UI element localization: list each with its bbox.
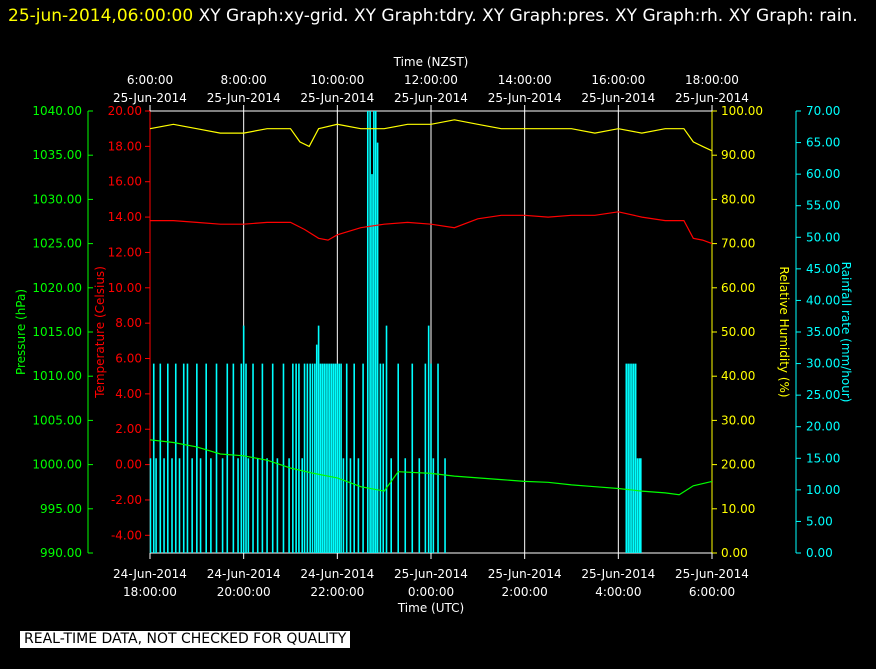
humidity-tick-label: 30.00 [721, 413, 755, 427]
rain-tick-label: 30.00 [806, 357, 840, 371]
bottom-tick-time: 4:00:00 [595, 585, 641, 599]
pressure-tick-label: 1025.00 [32, 237, 82, 251]
rain-tick-label: 0.00 [806, 546, 833, 560]
humidity-tick-label: 60.00 [721, 281, 755, 295]
temperature-tick-label: 10.00 [108, 281, 142, 295]
top-tick-date: 25-Jun-2014 [207, 91, 281, 105]
rain-tick-label: 70.00 [806, 104, 840, 118]
temperature-tick-label: 16.00 [108, 175, 142, 189]
pressure-tick-label: 1020.00 [32, 281, 82, 295]
rain-tick-label: 15.00 [806, 451, 840, 465]
rain-tick-label: 55.00 [806, 199, 840, 213]
bottom-axis-title: Time (UTC) [397, 601, 464, 615]
rain-axis-label: Rainfall rate (mm/hour) [839, 262, 853, 403]
quality-notice: REAL-TIME DATA, NOT CHECKED FOR QUALITY [20, 631, 351, 648]
humidity-tick-label: 70.00 [721, 237, 755, 251]
top-tick-time: 18:00:00 [685, 73, 739, 87]
humidity-tick-label: 100.00 [721, 104, 763, 118]
temperature-tick-label: 8.00 [115, 316, 142, 330]
bottom-tick-date: 25-Jun-2014 [581, 567, 655, 581]
temperature-tick-label: 4.00 [115, 387, 142, 401]
temperature-tick-label: 18.00 [108, 139, 142, 153]
rain-tick-label: 10.00 [806, 483, 840, 497]
humidity-tick-label: 50.00 [721, 325, 755, 339]
bottom-tick-date: 25-Jun-2014 [394, 567, 468, 581]
pressure-tick-label: 1010.00 [32, 369, 82, 383]
top-tick-time: 6:00:00 [127, 73, 173, 87]
top-tick-date: 25-Jun-2014 [581, 91, 655, 105]
title-text: XY Graph:xy-grid. XY Graph:tdry. XY Grap… [198, 6, 858, 26]
rain-tick-label: 20.00 [806, 420, 840, 434]
bottom-tick-time: 2:00:00 [502, 585, 548, 599]
title-timestamp: 25-jun-2014,06:00:00 [8, 6, 194, 26]
temperature-tick-label: 12.00 [108, 245, 142, 259]
temperature-tick-label: 0.00 [115, 458, 142, 472]
rain-tick-label: 50.00 [806, 230, 840, 244]
bottom-tick-date: 25-Jun-2014 [675, 567, 749, 581]
pressure-tick-label: 1035.00 [32, 148, 82, 162]
bottom-tick-date: 25-Jun-2014 [488, 567, 562, 581]
temperature-tick-label: 20.00 [108, 104, 142, 118]
rain-tick-label: 60.00 [806, 167, 840, 181]
temperature-tick-label: 14.00 [108, 210, 142, 224]
bottom-tick-time: 20:00:00 [217, 585, 271, 599]
rain-tick-label: 45.00 [806, 262, 840, 276]
window-title: 25-jun-2014,06:00:00 XY Graph:xy-grid. X… [8, 2, 868, 31]
pressure-tick-label: 1005.00 [32, 413, 82, 427]
bottom-tick-date: 24-Jun-2014 [207, 567, 281, 581]
bottom-tick-date: 24-Jun-2014 [113, 567, 187, 581]
bottom-tick-time: 22:00:00 [310, 585, 364, 599]
pressure-tick-label: 1040.00 [32, 104, 82, 118]
top-tick-time: 12:00:00 [404, 73, 458, 87]
temperature-tick-label: 6.00 [115, 352, 142, 366]
top-axis-title: Time (NZST) [393, 55, 469, 69]
pressure-tick-label: 1030.00 [32, 192, 82, 206]
rain-tick-label: 35.00 [806, 325, 840, 339]
pressure-axis-label: Pressure (hPa) [14, 289, 28, 375]
humidity-tick-label: 40.00 [721, 369, 755, 383]
temperature-tick-label: -4.00 [111, 528, 142, 542]
top-tick-time: 8:00:00 [221, 73, 267, 87]
humidity-series-line [149, 119, 713, 152]
bottom-tick-date: 24-Jun-2014 [300, 567, 374, 581]
temperature-series-line [150, 211, 713, 245]
humidity-tick-label: 80.00 [721, 192, 755, 206]
top-tick-date: 25-Jun-2014 [488, 91, 562, 105]
bottom-tick-time: 0:00:00 [408, 585, 454, 599]
pressure-tick-label: 995.00 [40, 502, 82, 516]
top-tick-time: 10:00:00 [310, 73, 364, 87]
pressure-tick-label: 1000.00 [32, 458, 82, 472]
humidity-tick-label: 20.00 [721, 458, 755, 472]
pressure-tick-label: 990.00 [40, 546, 82, 560]
top-tick-date: 25-Jun-2014 [300, 91, 374, 105]
rain-tick-label: 65.00 [806, 136, 840, 150]
top-tick-date: 25-Jun-2014 [394, 91, 468, 105]
bottom-tick-time: 18:00:00 [123, 585, 177, 599]
top-tick-time: 14:00:00 [498, 73, 552, 87]
temperature-tick-label: 2.00 [115, 422, 142, 436]
humidity-tick-label: 90.00 [721, 148, 755, 162]
top-tick-date: 25-Jun-2014 [113, 91, 187, 105]
humidity-tick-label: 0.00 [721, 546, 748, 560]
pressure-tick-label: 1015.00 [32, 325, 82, 339]
pressure-series-line [149, 439, 713, 496]
top-tick-time: 16:00:00 [591, 73, 645, 87]
humidity-tick-label: 10.00 [721, 502, 755, 516]
rain-tick-label: 5.00 [806, 514, 833, 528]
humidity-axis-label: Relative Humidity (%) [777, 266, 791, 397]
bottom-tick-time: 6:00:00 [689, 585, 735, 599]
top-tick-date: 25-Jun-2014 [675, 91, 749, 105]
temperature-tick-label: -2.00 [111, 493, 142, 507]
rain-tick-label: 40.00 [806, 293, 840, 307]
temperature-axis-label: Temperature (Celsius) [93, 266, 107, 399]
rain-tick-label: 25.00 [806, 388, 840, 402]
